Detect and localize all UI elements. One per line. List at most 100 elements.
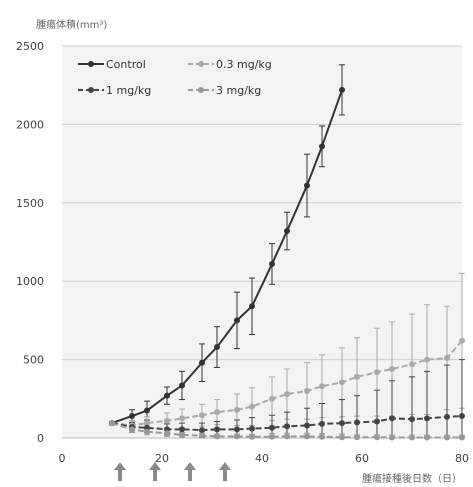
series-3-point [199, 432, 205, 439]
series-0-point [304, 182, 310, 189]
series-1-point [319, 383, 325, 390]
series-1-point [304, 387, 310, 394]
legend-item-3: 3 mg/kg [188, 84, 261, 97]
series-0-point [319, 143, 325, 150]
series-2-point [354, 419, 360, 426]
series-3-point [444, 434, 450, 441]
y-axis-title: 腫瘍体積(mm³) [36, 18, 107, 31]
y-tick-2500: 2500 [16, 40, 44, 53]
series-3-point [164, 430, 170, 437]
series-0-point [214, 344, 220, 351]
legend-label: Control [106, 58, 146, 71]
series-2-point [374, 418, 380, 425]
series-0-point [129, 413, 135, 420]
legend-label: 3 mg/kg [216, 84, 261, 97]
series-2-point [424, 415, 430, 422]
series-0-line [111, 89, 343, 425]
legend-label: 0.3 mg/kg [216, 58, 272, 71]
series-1-point [199, 412, 205, 419]
series-1-point [234, 406, 240, 413]
series-3-point [144, 428, 150, 435]
series-3-point [459, 434, 465, 441]
series-2-point [269, 424, 275, 431]
legend-item-0: Control [78, 58, 146, 71]
series-0-point [339, 86, 345, 93]
series-3-point [284, 433, 290, 440]
series-1-point [459, 337, 465, 344]
series-0-point [199, 359, 205, 366]
series-3-point [354, 434, 360, 441]
x-tick-0: 0 [59, 452, 66, 465]
series-1-point [339, 379, 345, 386]
series-2-point [444, 413, 450, 420]
series-1-point [374, 369, 380, 376]
series-2-point [389, 415, 395, 422]
series-1-point [179, 415, 185, 422]
series-1-point [269, 395, 275, 402]
y-tick-labels: 0 500 1000 1500 2000 2500 [16, 40, 44, 445]
series-1-point [354, 373, 360, 380]
dosing-arrow-3 [219, 462, 231, 481]
legend-swatch-point [88, 87, 94, 93]
x-tick-40: 40 [255, 452, 269, 465]
series-2-point [234, 426, 240, 433]
series-2-point [319, 420, 325, 427]
series-3-point [179, 431, 185, 438]
grid [62, 45, 462, 439]
series-2-point [339, 420, 345, 427]
x-tick-80: 80 [455, 452, 469, 465]
series-1-point [444, 355, 450, 362]
series-3-point [304, 433, 310, 440]
series-1-point [389, 366, 395, 373]
legend-swatch-point [88, 61, 94, 67]
series-0-point [284, 228, 290, 235]
series-3-point [409, 434, 415, 441]
series-3-point [424, 434, 430, 441]
plot-background [62, 46, 462, 438]
y-tick-0: 0 [37, 432, 44, 445]
series-3-point [129, 426, 135, 433]
series-0-point [164, 392, 170, 399]
series-0-point [179, 382, 185, 389]
series-1-point [144, 420, 150, 427]
series-3-point [374, 434, 380, 441]
series-2-point [214, 426, 220, 433]
series-2-point [199, 427, 205, 434]
series [109, 86, 465, 441]
y-tick-1500: 1500 [16, 197, 44, 210]
series-1-point [284, 391, 290, 398]
series-2-point [304, 422, 310, 429]
legend-item-2: 1 mg/kg [78, 84, 151, 97]
series-2-point [409, 416, 415, 423]
dosing-arrow-2 [184, 462, 196, 481]
series-0-point [234, 317, 240, 324]
dosing-arrows [114, 462, 231, 481]
series-2-point [179, 426, 185, 433]
series-0-point [269, 260, 275, 267]
legend-label: 1 mg/kg [106, 84, 151, 97]
series-1-point [409, 361, 415, 368]
dosing-arrow-0 [114, 462, 126, 481]
y-tick-500: 500 [23, 354, 44, 367]
series-3-point [249, 433, 255, 440]
series-0-point [144, 407, 150, 414]
series-1-point [249, 403, 255, 410]
series-3-point [214, 433, 220, 440]
series-3-point [319, 433, 325, 440]
legend-swatch-point [198, 61, 204, 67]
dosing-arrow-1 [149, 462, 161, 481]
series-1-line [111, 340, 463, 427]
y-tick-2000: 2000 [16, 118, 44, 131]
x-tick-labels: 0 20 40 60 80 [59, 452, 470, 465]
series-1-point [214, 409, 220, 416]
series-3-point [389, 434, 395, 441]
series-3-point [109, 420, 115, 427]
series-3-point [269, 433, 275, 440]
series-2-point [459, 413, 465, 420]
legend-item-1: 0.3 mg/kg [188, 58, 272, 71]
y-tick-1000: 1000 [16, 275, 44, 288]
legend: Control 0.3 mg/kg 1 mg/kg 3 mg/kg [78, 58, 272, 97]
series-1-point [164, 417, 170, 424]
series-2-point [249, 425, 255, 432]
